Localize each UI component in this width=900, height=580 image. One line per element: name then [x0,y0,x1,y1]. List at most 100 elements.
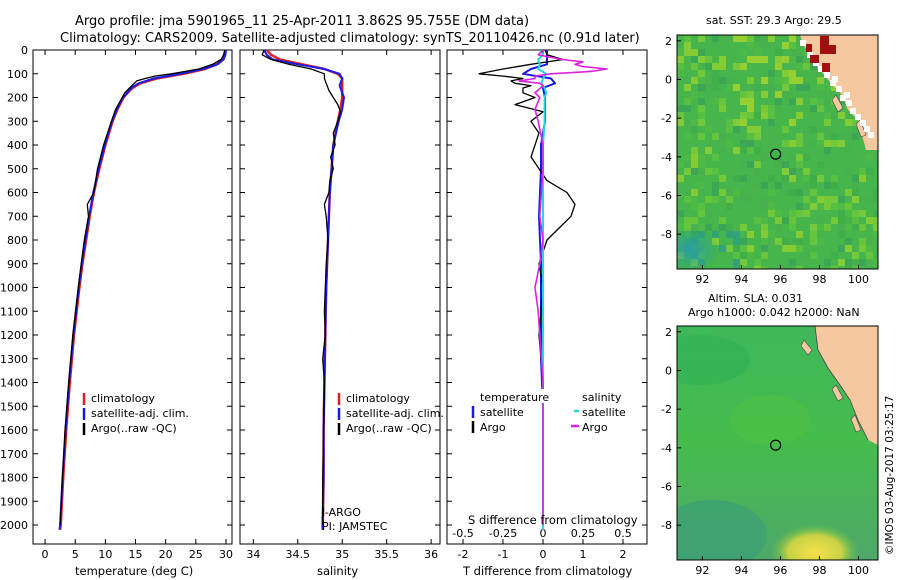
sst-pixel [747,126,754,133]
sst-missing-cell [850,108,856,114]
sst-pixel [873,210,878,217]
sst-pixel [852,217,859,224]
sst-pixel [726,189,733,196]
sst-pixel [831,203,838,210]
sst-pixel [824,126,831,133]
sst-pixel [698,203,705,210]
map-x-tick-label: 100 [848,564,869,577]
sst-pixel [726,245,733,252]
sst-pixel [761,217,768,224]
sst-pixel [796,154,803,161]
sst-pixel [810,231,817,238]
sst-pixel [803,182,810,189]
sst-pixel [684,119,691,126]
sst-pixel [747,91,754,98]
sst-pixel [691,161,698,168]
sst-pixel [691,224,698,231]
sst-pixel [761,182,768,189]
sst-pixel [691,189,698,196]
difference-panel: -2 -1 0 1 2 -0.5 -0.25 0 0.25 0.5 T difference f… [446,49,648,578]
sst-pixel [838,224,845,231]
sst-pixel [810,126,817,133]
sst-pixel [740,161,747,168]
depth-tick-label: 1400 [0,377,28,390]
x-tick-label: 15 [129,548,143,561]
sst-pixel [754,133,761,140]
sst-pixel [740,224,747,231]
series-line-argo-raw-qc- [261,50,342,525]
sst-pixel [761,245,768,252]
sst-pixel [740,49,747,56]
sst-pixel [789,35,796,42]
sst-pixel [824,259,831,266]
sst-pixel [852,196,859,203]
x-tick-label: -2 [458,548,469,561]
sst-pixel [684,161,691,168]
sst-pixel [740,140,747,147]
sst-pixel [754,35,761,42]
sst-pixel [754,49,761,56]
sst-hot-cell [806,44,812,52]
sst-pixel [831,84,838,91]
sst-pixel [859,245,866,252]
sst-pixel [852,210,859,217]
salinity-panel: 34 34.5 35 35.5 36 salinity climatology sate… [239,49,444,578]
sst-pixel [684,84,691,91]
sst-pixel [789,259,796,266]
sst-pixel [789,56,796,63]
sst-pixel [810,203,817,210]
sst-pixel [796,84,803,91]
x-tick-label: 34 [246,548,260,561]
sst-pixel [789,210,796,217]
sst-pixel [817,70,824,77]
sst-pixel [698,49,705,56]
sst-pixel [761,35,768,42]
sst-pixel [796,161,803,168]
depth-tick-label: 100 [7,68,28,81]
sst-pixel [761,91,768,98]
sst-hot-cell [810,55,819,63]
legend-argo-label: Argo(..raw -QC) [91,422,177,435]
sst-pixel [803,196,810,203]
sst-pixel [768,84,775,91]
sst-pixel [719,133,726,140]
x-tick-label: 0 [42,548,49,561]
sst-pixel [733,231,740,238]
sst-pixel [803,154,810,161]
sst-pixel [691,203,698,210]
sst-pixel [775,210,782,217]
sst-pixel [740,175,747,182]
sst-pixel [768,35,775,42]
argo-position-marker [770,148,782,160]
sst-pixel [698,84,705,91]
s-diff-tick-label: 0 [540,527,547,540]
sst-pixel [719,245,726,252]
coastline [814,326,869,441]
sst-pixel [789,70,796,77]
sst-pixel [754,161,761,168]
sst-pixel [747,252,754,259]
mentawai-islands [800,339,862,433]
sst-pixel [677,210,684,217]
sst-pixel [782,217,789,224]
sst-pixel [733,259,740,266]
sla-map-frame [676,325,879,561]
sst-pixel [719,98,726,105]
map-x-tick-label: 96 [773,273,787,286]
sst-pixel [782,77,789,84]
sst-pixel [733,126,740,133]
sst-pixel [691,56,698,63]
sst-pixel [712,168,719,175]
sst-pixel [761,238,768,245]
sst-pixel [775,105,782,112]
temperature-x-axis: 0 5 10 15 20 25 30 [42,50,233,561]
depth-tick-label: 200 [7,92,28,105]
x-tick-label: 36 [424,548,438,561]
sla-low-patch [677,500,767,560]
sst-pixel [803,175,810,182]
sst-pixel [817,224,824,231]
depth-tick-label: 600 [7,187,28,200]
x-tick-label: 34.5 [286,548,311,561]
sst-pixel [845,238,852,245]
sst-pixel [831,133,838,140]
